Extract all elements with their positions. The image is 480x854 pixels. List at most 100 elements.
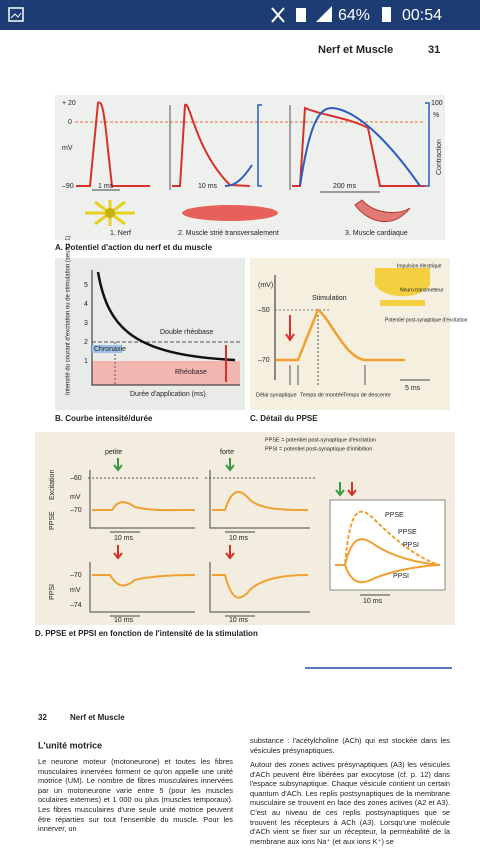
tick-label: 5 bbox=[84, 282, 88, 289]
nerve-ap bbox=[76, 101, 150, 187]
ppsi-curve bbox=[212, 574, 309, 599]
curve-label: PPSE bbox=[398, 529, 417, 536]
ppse-curve bbox=[335, 510, 441, 566]
scale-label: 10 ms bbox=[229, 535, 249, 542]
tick-label: –70 bbox=[70, 507, 82, 514]
clock: 00:54 bbox=[402, 7, 442, 24]
gallery-icon-line bbox=[10, 12, 22, 19]
cardiac-contraction bbox=[299, 106, 421, 187]
scale-label: 5 ms bbox=[405, 385, 421, 392]
row-label: Excitation bbox=[49, 470, 56, 500]
stim-arrow bbox=[335, 482, 345, 497]
stim-arrow bbox=[113, 545, 123, 560]
stim-arrow bbox=[225, 545, 235, 560]
unit-label: mV bbox=[70, 494, 81, 501]
section-title: L'unité motrice bbox=[38, 740, 102, 750]
tick-label: + 20 bbox=[62, 100, 76, 107]
tick-label: –70 bbox=[70, 572, 82, 579]
neuron-body bbox=[105, 208, 115, 218]
tick-label: –70 bbox=[258, 357, 270, 364]
tick-label: –74 bbox=[70, 602, 82, 609]
unit-label: mV bbox=[62, 145, 73, 152]
bracket bbox=[257, 104, 262, 187]
curve-label: PPSI bbox=[393, 573, 409, 580]
box bbox=[209, 562, 310, 613]
signal-icon bbox=[316, 6, 332, 22]
legend-entry: PPSE = potentiel post-synaptique d'excit… bbox=[265, 437, 376, 443]
postsynaptic-membrane bbox=[380, 300, 425, 306]
tick-label: –50 bbox=[258, 307, 270, 314]
battery-level: 64% bbox=[338, 7, 370, 24]
curve-label: PPSI bbox=[403, 542, 419, 549]
unit-label: % bbox=[433, 112, 439, 119]
ppse-curve bbox=[276, 308, 405, 362]
ppse-ppsi-curve bbox=[335, 538, 441, 566]
bracket bbox=[425, 102, 430, 187]
paragraph: Le neurone moteur (motoneurone) et toute… bbox=[38, 757, 233, 834]
intensity-curve bbox=[96, 271, 236, 362]
caption: C. Détail du PPSE bbox=[250, 414, 318, 423]
scale-label: 10 ms bbox=[229, 617, 249, 624]
chronaxie-box bbox=[92, 345, 122, 353]
caption: D. PPSE et PPSI en fonction de l'intensi… bbox=[35, 629, 258, 638]
ppse-curve bbox=[212, 491, 309, 511]
caption: A. Potentiel d'action du nerf et du musc… bbox=[55, 243, 213, 252]
muscle-contraction bbox=[224, 164, 253, 187]
status-bar bbox=[0, 0, 480, 30]
label: Temps de descente bbox=[343, 392, 391, 398]
tick-label: 1 bbox=[84, 358, 88, 365]
label: Neuro-transmetteur bbox=[400, 287, 444, 293]
curve-label: PPSE bbox=[385, 512, 404, 519]
legend-entry: PPSI = potentiel post-synaptique d'inhib… bbox=[265, 446, 372, 452]
label: Chronaxie bbox=[94, 346, 126, 353]
label: Temps de montée bbox=[300, 392, 344, 398]
stim-label: forte bbox=[220, 449, 234, 456]
sim-icon bbox=[296, 8, 306, 22]
muscle-ap bbox=[172, 103, 251, 187]
battery-icon bbox=[382, 7, 391, 22]
label: Double rhéobase bbox=[160, 329, 213, 336]
page-header-title: Nerf et Muscle bbox=[70, 713, 125, 722]
label: Stimulation bbox=[312, 295, 347, 302]
label: Rhéobase bbox=[175, 369, 207, 376]
scale-label: 10 ms bbox=[114, 535, 134, 542]
axis-label: Intensité du courant d'excitation ou de … bbox=[66, 236, 72, 395]
scale-label: 10 ms bbox=[363, 598, 383, 605]
row-label: PPSI bbox=[49, 584, 56, 600]
unit-label: mV bbox=[70, 587, 81, 594]
ppse-curve bbox=[92, 501, 196, 512]
scale-label: 10 ms bbox=[114, 617, 134, 624]
scale-label: 10 ms bbox=[198, 183, 218, 190]
axis-label: Contraction bbox=[436, 139, 443, 175]
box bbox=[89, 562, 195, 613]
unit-label: (mV) bbox=[258, 282, 273, 289]
figure-label: 1. Nerf bbox=[110, 230, 131, 237]
synapse-drawing bbox=[375, 268, 430, 297]
row-label: PPSE bbox=[49, 511, 56, 530]
panel-b bbox=[55, 258, 245, 410]
tick-label: 100 bbox=[431, 100, 443, 107]
paragraph: Autour des zones actives présynaptiques … bbox=[250, 760, 450, 846]
scale-label: 1 ms bbox=[98, 183, 114, 190]
box bbox=[89, 470, 195, 529]
stimulation-arrow bbox=[285, 315, 295, 342]
stim-arrow bbox=[113, 458, 123, 472]
axes bbox=[91, 270, 240, 386]
ppsi-curve bbox=[92, 574, 196, 587]
ppsi-curve bbox=[335, 564, 441, 584]
stim-label: petite bbox=[105, 449, 122, 456]
page-number: 31 bbox=[428, 44, 440, 56]
paragraph: substance : l'acétylcholine (ACh) qui es… bbox=[250, 736, 450, 755]
tick-label: 3 bbox=[84, 320, 88, 327]
heart-drawing bbox=[354, 199, 411, 223]
page-number: 32 bbox=[38, 713, 47, 722]
stim-arrow bbox=[225, 458, 235, 472]
tick-label: 2 bbox=[84, 339, 88, 346]
caption: B. Courbe intensité/durée bbox=[55, 414, 153, 423]
label: Impulsion électrique bbox=[397, 263, 442, 269]
mute-icon bbox=[271, 7, 285, 23]
stim-arrow bbox=[347, 482, 357, 497]
rheobase-area bbox=[92, 361, 240, 385]
